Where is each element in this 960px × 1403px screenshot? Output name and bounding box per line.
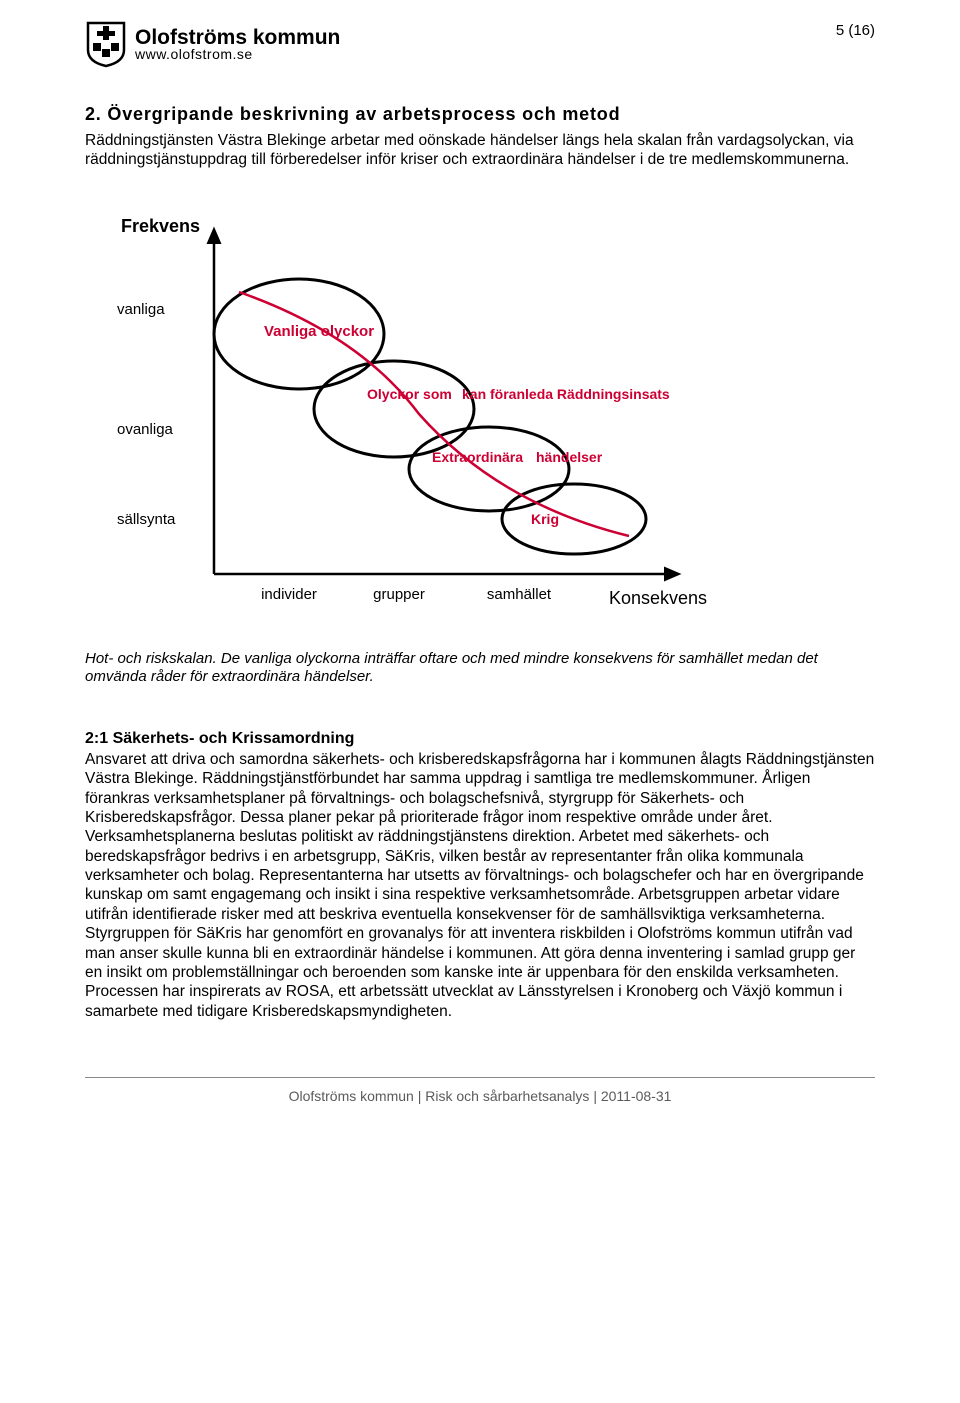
municipality-logo: Olofströms kommun www.olofstrom.se bbox=[85, 20, 340, 68]
footer-divider bbox=[85, 1077, 875, 1078]
svg-text:ovanliga: ovanliga bbox=[117, 421, 174, 438]
svg-text:händelser: händelser bbox=[536, 449, 603, 465]
svg-text:Konsekvens: Konsekvens bbox=[609, 588, 707, 608]
svg-text:Frekvens: Frekvens bbox=[121, 216, 200, 236]
svg-text:sällsynta: sällsynta bbox=[117, 511, 176, 528]
section-heading: 2. Övergripande beskrivning av arbetspro… bbox=[85, 104, 875, 125]
subsection-body-text: Ansvaret att driva och samordna säkerhet… bbox=[85, 750, 875, 1021]
svg-text:vanliga: vanliga bbox=[117, 301, 165, 318]
risk-scale-diagram: Frekvens Konsekvens vanliga ovanliga sällsyn… bbox=[99, 184, 875, 634]
svg-text:Extraordinära: Extraordinära bbox=[432, 449, 523, 465]
logo-text-block: Olofströms kommun www.olofstrom.se bbox=[135, 27, 340, 62]
page-number: 5 (16) bbox=[836, 22, 875, 39]
logo-url: www.olofstrom.se bbox=[135, 47, 340, 62]
svg-text:individer: individer bbox=[261, 586, 317, 603]
page-header: Olofströms kommun www.olofstrom.se 5 (16… bbox=[85, 20, 875, 68]
svg-text:grupper: grupper bbox=[373, 586, 425, 603]
shield-icon bbox=[85, 20, 127, 68]
risk-scale-svg: Frekvens Konsekvens vanliga ovanliga sällsyn… bbox=[99, 184, 739, 634]
svg-text:samhället: samhället bbox=[487, 586, 552, 603]
document-page: Olofströms kommun www.olofstrom.se 5 (16… bbox=[0, 0, 960, 1403]
svg-text:kan föranleda Räddningsinsats: kan föranleda Räddningsinsats bbox=[462, 386, 670, 402]
svg-text:Vanliga olyckor: Vanliga olyckor bbox=[264, 323, 374, 340]
footer-text: Olofströms kommun | Risk och sårbarhetsa… bbox=[85, 1088, 875, 1104]
diagram-caption: Hot- och riskskalan. De vanliga olyckorn… bbox=[85, 650, 875, 686]
section-intro-text: Räddningstjänsten Västra Blekinge arbeta… bbox=[85, 131, 875, 170]
subsection-heading: 2:1 Säkerhets- och Krissamordning bbox=[85, 730, 875, 748]
svg-text:Krig: Krig bbox=[531, 511, 559, 527]
svg-text:Olyckor som: Olyckor som bbox=[367, 386, 452, 402]
